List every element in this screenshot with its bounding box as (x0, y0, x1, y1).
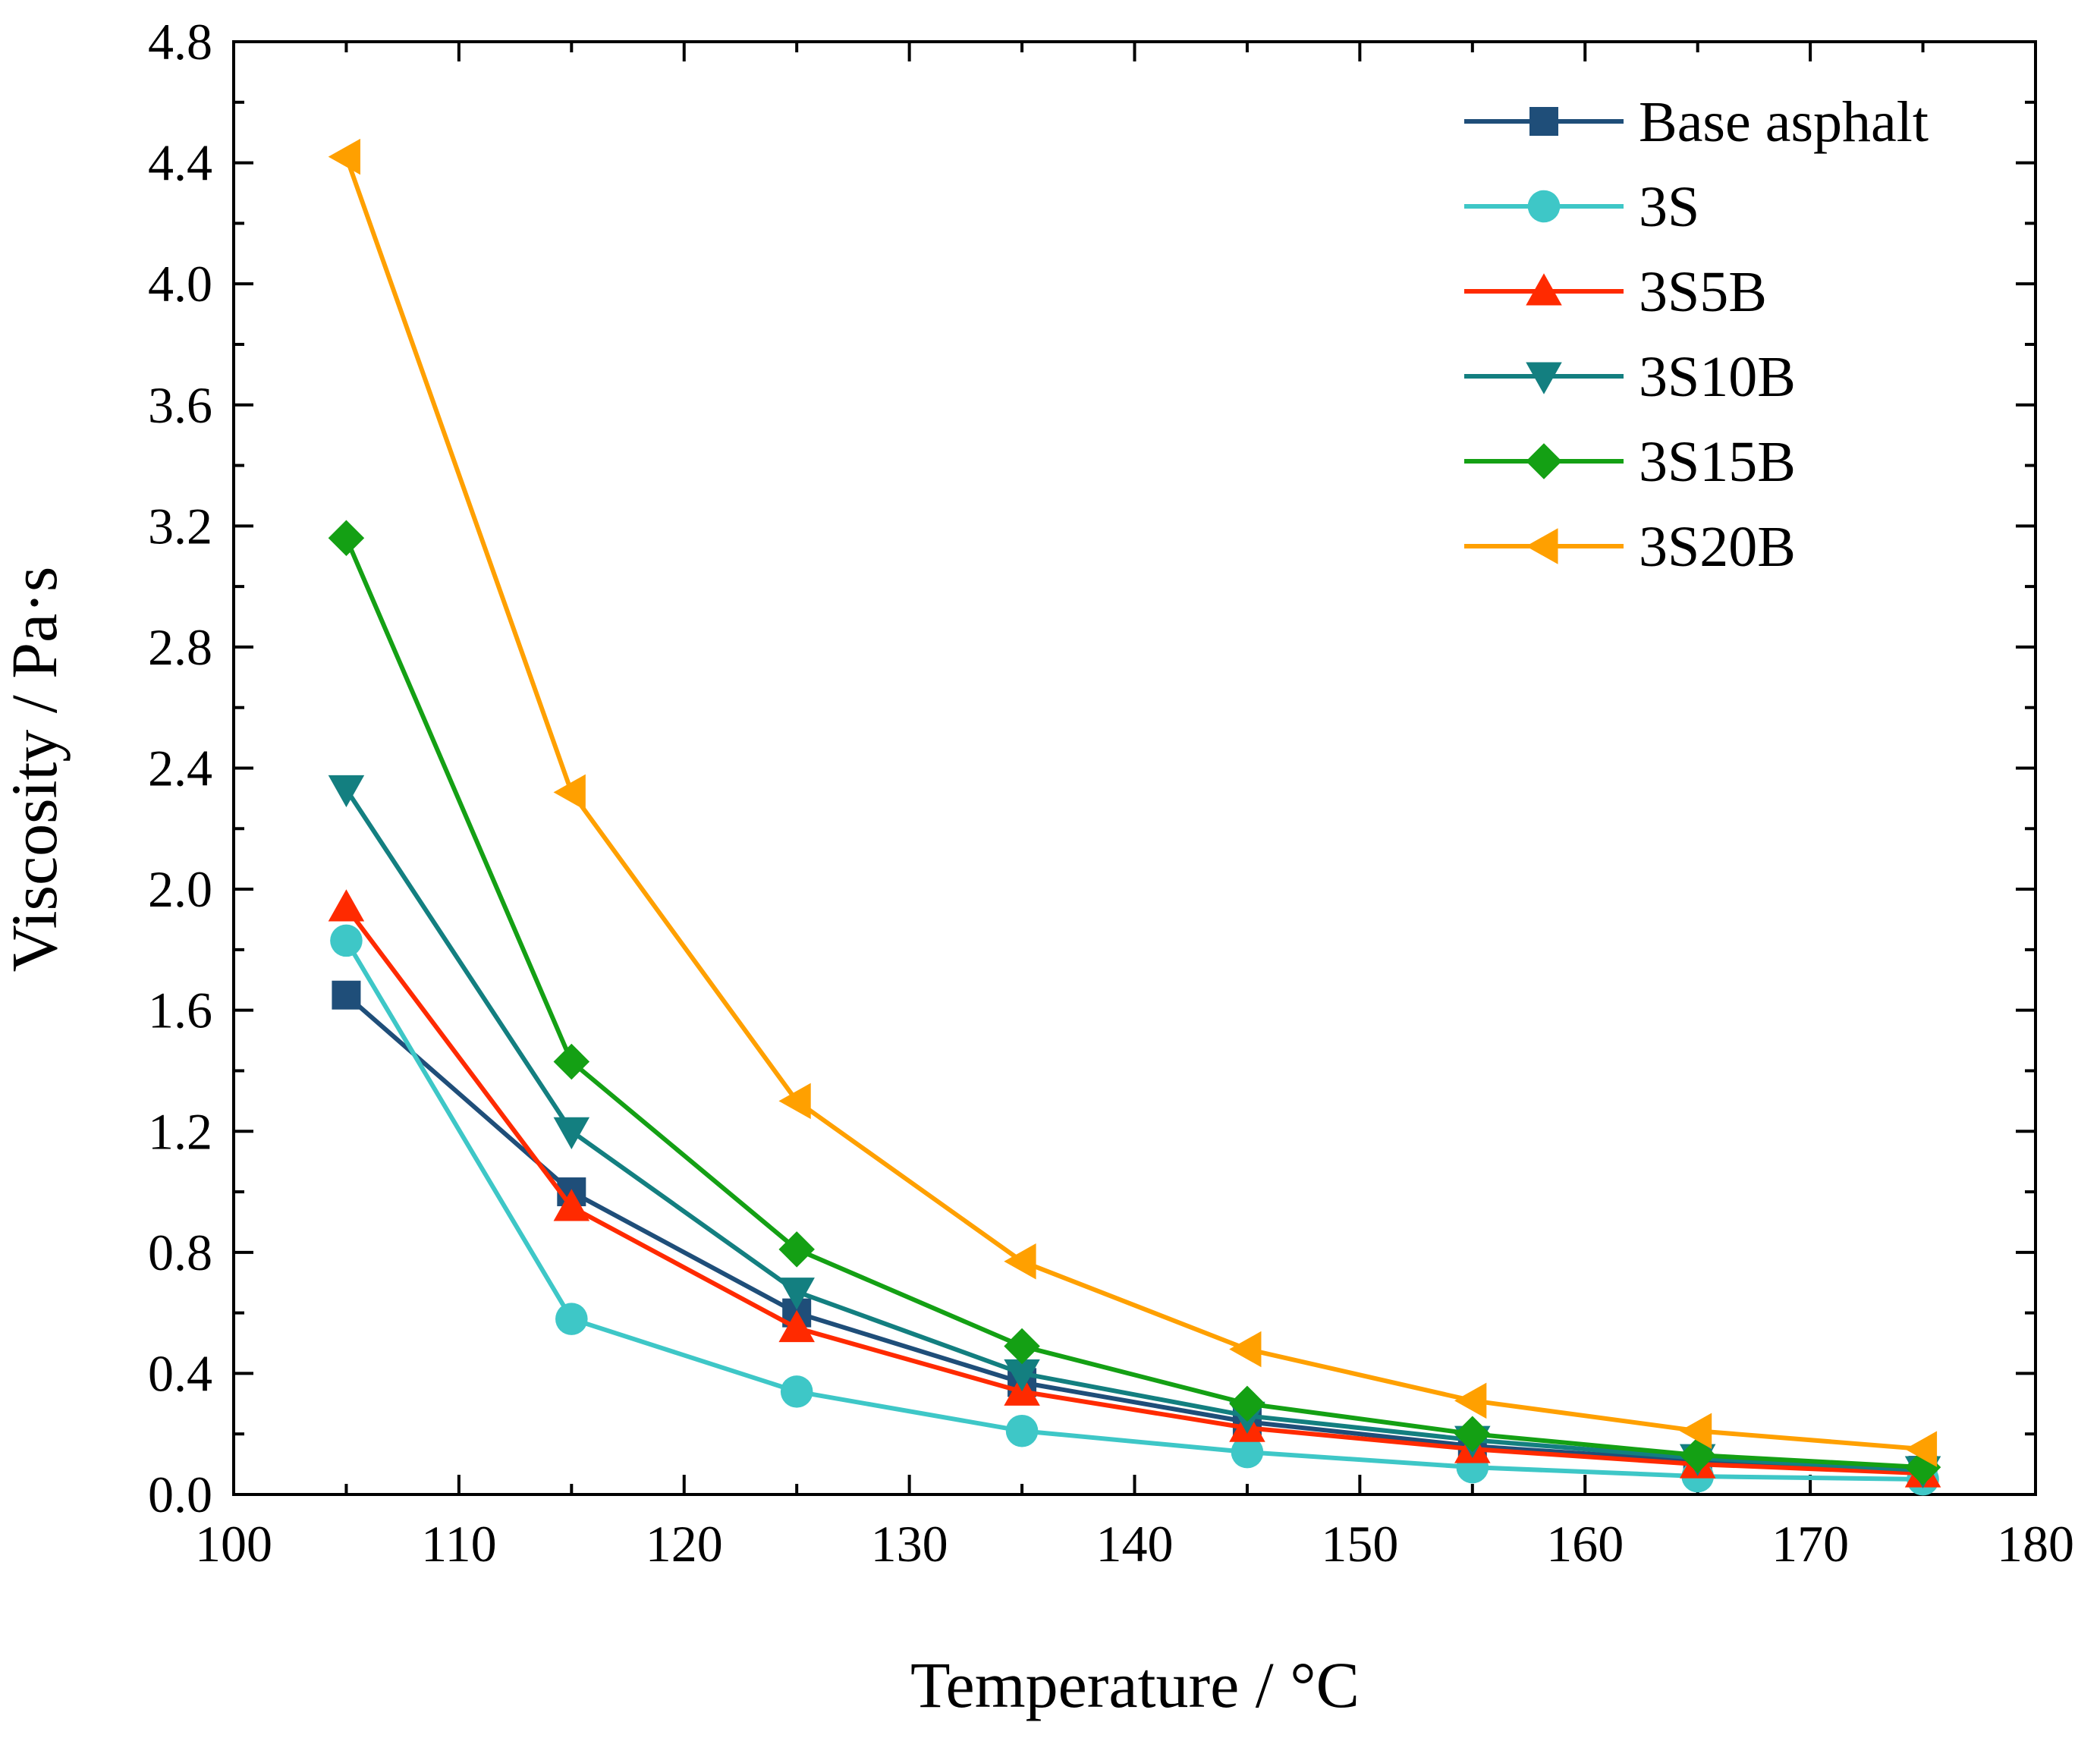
legend-item-3s15b: 3S15B (1464, 430, 1796, 494)
data-point-3s20b (1679, 1413, 1712, 1449)
legend-item-3s: 3S (1464, 175, 1699, 239)
series-line-base-asphalt (344, 993, 1923, 1473)
legend-label: Base asphalt (1639, 90, 1929, 154)
legend-label: 3S20B (1639, 515, 1796, 579)
x-tick-label: 160 (1546, 1515, 1624, 1573)
series-line-3s (344, 939, 1923, 1482)
data-point-3s20b (778, 1083, 811, 1120)
data-point-3s10b (553, 1117, 590, 1149)
series-line-3s10b (344, 787, 1923, 1473)
x-tick-label: 170 (1771, 1515, 1849, 1573)
y-tick-label: 3.6 (148, 376, 212, 434)
data-point-3s15b (1454, 1416, 1491, 1452)
y-tick-label: 4.0 (148, 255, 212, 313)
legend: Base asphalt 3S 3S5B 3S10B 3S15B 3S20B (1464, 90, 1929, 579)
data-point-3s (780, 1375, 813, 1408)
y-tick-label: 4.8 (148, 13, 212, 71)
series-line-3s20b (344, 156, 1923, 1452)
data-point-base-asphalt (332, 980, 361, 1010)
x-tick-label: 100 (195, 1515, 272, 1573)
y-tick-label: 2.0 (148, 860, 212, 918)
data-point-3s5b (778, 1309, 815, 1343)
x-tick-label: 130 (871, 1515, 948, 1573)
data-point-3s (1231, 1435, 1264, 1469)
y-tick-label: 2.4 (148, 740, 212, 797)
data-point-3s20b (1454, 1382, 1487, 1419)
data-point-3s10b (328, 775, 365, 808)
data-point-3s20b (1004, 1243, 1036, 1280)
data-point-3s20b (553, 774, 586, 811)
legend-label: 3S10B (1639, 345, 1796, 409)
y-tick-label: 0.4 (148, 1344, 212, 1402)
data-point-3s15b (778, 1231, 815, 1268)
y-tick-label: 3.2 (148, 497, 212, 555)
series-layer (328, 138, 1941, 1496)
data-point-3s10b (1004, 1359, 1040, 1392)
legend-item-base-asphalt: Base asphalt (1464, 90, 1929, 154)
data-point-3s15b (553, 1043, 590, 1080)
data-point-3s20b (328, 138, 360, 175)
data-point-3s15b (328, 520, 365, 557)
data-point-3s (555, 1303, 588, 1335)
data-point-3s15b (1679, 1437, 1716, 1473)
data-point-3s20b (1904, 1431, 1938, 1467)
x-tick-label: 120 (646, 1515, 723, 1573)
data-point-3s20b (1229, 1331, 1262, 1368)
series-3s10b (328, 775, 1941, 1488)
data-point-3s15b (1229, 1385, 1265, 1422)
x-axis-label: Temperature / °C (910, 1648, 1360, 1721)
y-tick-label: 1.2 (148, 1102, 212, 1160)
x-tick-label: 150 (1321, 1515, 1398, 1573)
legend-item-3s20b: 3S20B (1464, 515, 1796, 579)
legend-marker-3s10b (1526, 362, 1562, 394)
data-point-3s (330, 924, 363, 957)
x-tick-label: 140 (1096, 1515, 1174, 1573)
series-line-3s15b (344, 537, 1923, 1470)
data-point-3s10b (778, 1278, 815, 1310)
series-line-3s5b (344, 906, 1923, 1476)
data-point-3s15b (1004, 1328, 1040, 1365)
data-point-3s (1005, 1414, 1039, 1447)
legend-item-3s10b: 3S10B (1464, 345, 1796, 409)
legend-marker-3s20b (1526, 528, 1558, 564)
legend-marker-3s (1527, 190, 1561, 223)
data-point-3s5b (553, 1189, 590, 1221)
y-axis-label: Viscosity / Pa·s (0, 567, 71, 973)
legend-label: 3S15B (1639, 430, 1796, 494)
data-point-3s5b (328, 889, 365, 922)
legend-marker-base-asphalt (1529, 107, 1558, 136)
legend-item-3s5b: 3S5B (1464, 260, 1767, 324)
y-tick-label: 4.4 (148, 134, 212, 192)
y-tick-label: 0.8 (148, 1224, 212, 1281)
legend-label: 3S (1639, 175, 1699, 239)
series-3s20b (328, 138, 1938, 1467)
x-tick-label: 180 (1997, 1515, 2074, 1573)
axes: 100 110 120 130 140 150 160 170 180 0.0 0.4 0.8 1.2 1… (148, 13, 2074, 1573)
y-tick-label: 2.8 (148, 618, 212, 676)
legend-marker-3s5b (1526, 273, 1562, 306)
legend-label: 3S5B (1639, 260, 1767, 324)
x-tick-label: 110 (421, 1515, 496, 1573)
y-tick-label: 1.6 (148, 982, 212, 1039)
y-tick-label: 0.0 (148, 1466, 212, 1523)
legend-marker-3s15b (1526, 443, 1562, 479)
series-3s15b (328, 520, 1941, 1485)
